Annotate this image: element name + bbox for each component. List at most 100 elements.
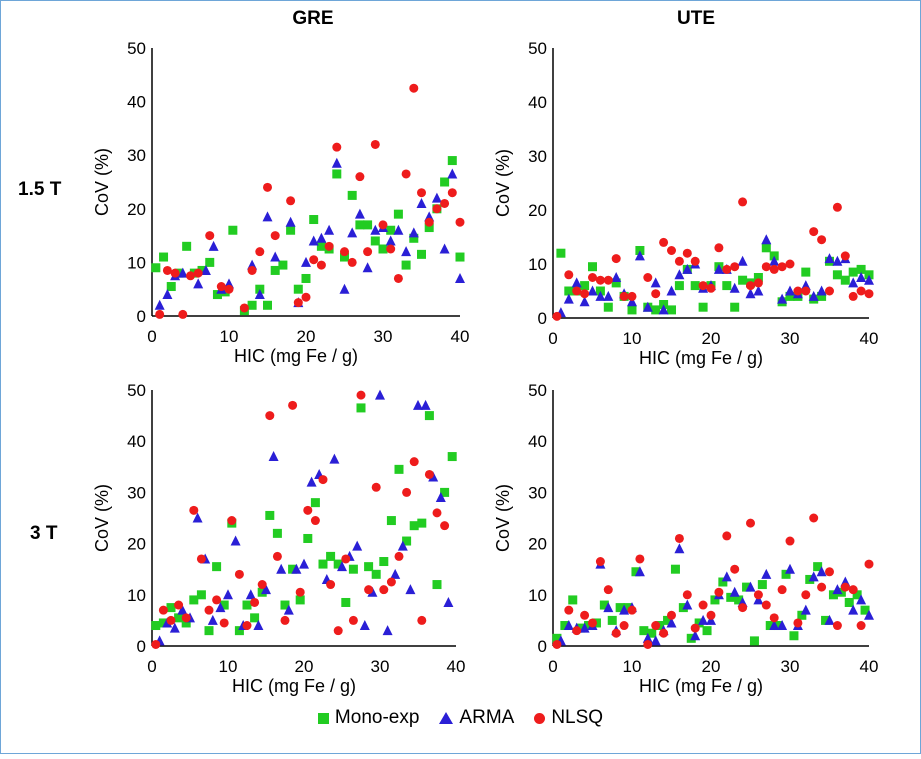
nlsq-point: [162, 265, 172, 275]
y-tick-label: 0: [137, 637, 146, 656]
nlsq-point: [424, 469, 434, 479]
nlsq-point: [158, 605, 168, 615]
x-tick-label: 30: [371, 657, 390, 676]
arma-point: [316, 232, 327, 243]
nlsq-point: [825, 286, 834, 296]
nlsq-point: [793, 618, 803, 628]
nlsq-point: [386, 244, 396, 254]
x-tick-label: 0: [147, 657, 156, 676]
arma-point: [193, 278, 204, 289]
mono-exp-point: [280, 600, 290, 610]
arma-point: [682, 263, 693, 274]
mono-exp-point: [182, 241, 192, 251]
mono-exp-point: [821, 615, 831, 625]
mono-exp-point: [151, 621, 161, 631]
mono-exp-point: [247, 300, 257, 310]
arma-point: [785, 563, 795, 574]
mono-exp-point: [409, 233, 419, 243]
nlsq-point: [659, 628, 669, 638]
nlsq-point: [552, 639, 562, 649]
nlsq-point: [722, 531, 732, 541]
mono-exp-point: [603, 302, 613, 312]
y-tick-label: 0: [538, 637, 547, 656]
nlsq-point: [730, 262, 740, 272]
mono-exp-point: [785, 291, 795, 301]
arma-point: [706, 614, 716, 625]
arma-point: [769, 255, 780, 266]
mono-exp-point: [552, 633, 562, 643]
mono-exp-point: [196, 590, 206, 600]
mono-exp-point: [301, 273, 311, 283]
arma-point: [824, 614, 835, 625]
nlsq-point: [303, 505, 313, 515]
mono-exp-point: [631, 567, 641, 577]
nlsq-point: [627, 605, 637, 615]
arma-point: [408, 227, 419, 238]
mono-exp-point: [738, 275, 748, 285]
nlsq-point: [690, 623, 700, 633]
y-axis-title: CoV (%): [493, 484, 513, 552]
x-tick-label: 10: [623, 657, 642, 676]
x-tick-label: 0: [548, 329, 557, 348]
mono-exp-point: [852, 590, 862, 600]
arma-point: [283, 604, 294, 615]
mono-exp-point: [212, 290, 222, 300]
nlsq-point: [286, 196, 296, 206]
column-title-gre: GRE: [292, 8, 333, 29]
nlsq-point: [848, 585, 858, 595]
nlsq-point: [769, 613, 779, 623]
mono-exp-point: [228, 225, 238, 235]
row-label-3t: 3 T: [30, 523, 58, 544]
arma-point: [337, 561, 347, 572]
y-tick-label: 10: [127, 586, 146, 605]
y-tick-label: 30: [127, 483, 146, 502]
mono-exp-point: [698, 302, 708, 312]
y-tick-label: 20: [127, 535, 146, 554]
mono-exp-point: [189, 595, 199, 605]
x-tick-label: 0: [147, 327, 156, 346]
nlsq-point: [603, 275, 613, 285]
nlsq-point: [793, 286, 803, 296]
arma-point: [435, 492, 446, 503]
nlsq-point: [151, 639, 161, 649]
arma-point: [603, 602, 614, 613]
arma-point: [808, 571, 819, 582]
nlsq-point: [832, 202, 842, 212]
nlsq-point: [455, 217, 465, 227]
nlsq-point: [848, 291, 858, 301]
y-tick-label: 10: [528, 255, 547, 274]
mono-exp-point: [623, 603, 633, 613]
y-axis-title: CoV (%): [493, 149, 513, 217]
nlsq-point: [324, 241, 334, 251]
mono-exp-point: [860, 605, 870, 615]
nlsq-point: [588, 618, 597, 628]
mono-exp-point: [355, 220, 365, 230]
mono-exp-point: [263, 300, 272, 310]
nlsq-point: [196, 554, 206, 564]
mono-exp-point: [710, 595, 720, 605]
mono-exp-point: [761, 243, 771, 253]
mono-exp-point: [326, 551, 336, 561]
mono-exp-point: [409, 521, 419, 531]
nlsq-point: [293, 298, 303, 308]
arma-point: [362, 262, 373, 273]
nlsq-point: [401, 169, 411, 179]
arma-point: [856, 272, 867, 282]
mono-exp-point: [797, 610, 807, 620]
arma-point: [359, 620, 370, 631]
arma-point: [306, 476, 317, 487]
mono-exp-point: [166, 282, 176, 292]
nlsq-point: [714, 587, 724, 597]
arma-point: [291, 563, 302, 574]
nlsq-point: [785, 259, 795, 269]
nlsq-point: [347, 257, 357, 267]
mono-exp-point: [347, 190, 357, 200]
nlsq-point: [738, 603, 748, 613]
nlsq-point: [263, 182, 272, 192]
arma-point: [619, 604, 630, 615]
arma-point: [455, 272, 465, 283]
arma-point: [666, 285, 677, 296]
mono-exp-point: [447, 156, 457, 166]
arma-point: [301, 256, 311, 267]
